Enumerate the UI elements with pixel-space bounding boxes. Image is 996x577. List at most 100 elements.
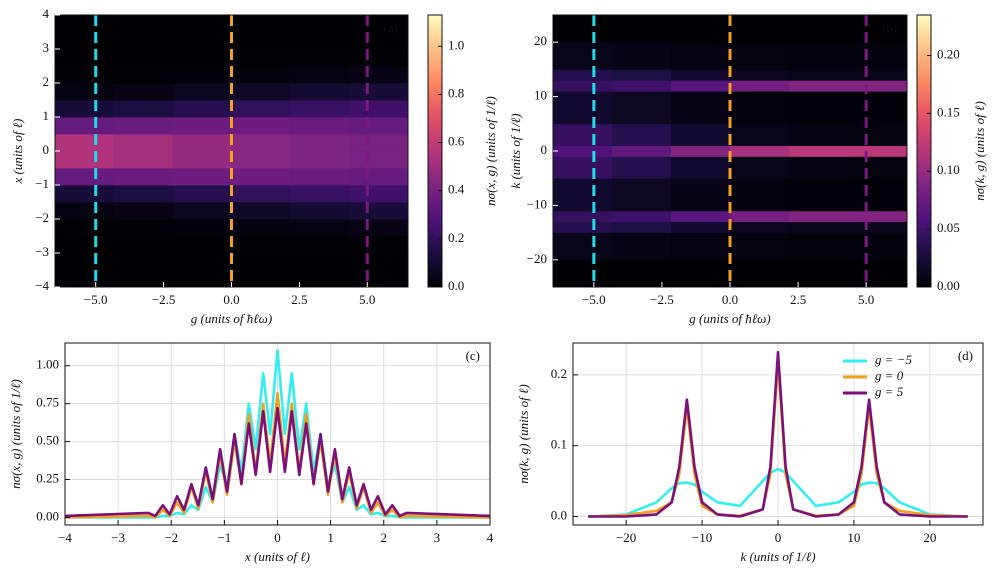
heat-cell [113,151,173,169]
heat-cell [670,69,731,81]
y-tick-label: −1 [35,176,49,191]
heat-cell [612,123,672,146]
heat-cell [349,202,409,220]
x-tick-label: 0.0 [223,292,239,307]
heat-cell [612,145,672,157]
y-tick-label: 20 [534,33,547,48]
heat-cell [290,49,350,67]
heat-cell [612,42,672,70]
colorbar-tick-label: 0.05 [937,220,960,235]
x-tick-label: −2.5 [152,292,176,307]
y-tick-label: 0.1 [551,437,567,452]
heat-cell [612,210,672,223]
heat-cell [349,83,409,101]
y-tick-label: 0.25 [36,470,59,485]
heat-cell [612,80,672,92]
heat-cell [670,80,731,92]
heat-cell [730,259,790,288]
heat-cell [172,134,232,152]
x-tick-label: 0 [775,530,782,545]
legend-label: g = −5 [875,352,913,367]
heat-cell [553,80,613,92]
heat-cell [113,32,173,50]
heat-cell [789,91,849,125]
x-axis-label: g (units of ħℓω) [689,311,770,326]
heat-cell [730,15,790,43]
heat-cell [113,168,173,186]
heat-cell [349,15,409,33]
heat-cell [113,49,173,67]
heat-cell [847,91,908,125]
heat-cell [730,145,790,157]
heat-cell [553,156,613,179]
heat-cell [730,123,790,146]
x-tick-label: 1 [327,530,334,545]
x-tick-label: 20 [923,530,936,545]
colorbar-tick-label: 0.0 [448,278,464,293]
heat-cell [231,66,291,84]
heat-cell [113,66,173,84]
heat-cell [789,145,849,157]
x-tick-label: 0 [274,530,281,545]
heat-cell [847,221,908,233]
panel: −4 −3 −2 −1 0 1 2 3 4 0.00 0.25 0.50 0.75 1.00 x (unit… [8,342,494,564]
colorbar-tick-label: 0.2 [448,230,464,245]
y-tick-label: 3 [43,40,50,55]
x-tick-label: −2 [164,530,178,545]
heat-cell [789,259,849,288]
heat-cell [349,32,409,50]
legend-label: g = 0 [875,368,904,383]
heat-cell [789,156,849,179]
heat-cell [553,145,613,157]
heat-cell [290,66,350,84]
heat-cell [290,83,350,101]
heat-cell [847,156,908,179]
heat-cell [172,15,232,33]
heat-cell [553,69,613,81]
heat-cell [789,210,849,223]
x-tick-label: 2 [381,530,388,545]
heat-cell [55,219,115,237]
heat-cell [113,83,173,101]
heat-cell [553,15,613,43]
heat-cell [349,185,409,203]
heat-cell [553,42,613,70]
heat-cell [730,221,790,233]
x-tick-label: −1 [217,530,231,545]
y-tick-label: 0 [43,142,50,157]
heat-cell [113,219,173,237]
heat-cell [553,232,613,261]
x-tick-label: 5.0 [858,292,874,307]
line [588,350,968,518]
heat-cell [553,221,613,233]
y-tick-label: 4 [43,6,50,21]
heat-cell [789,232,849,261]
line [64,406,491,518]
heat-cell [172,219,232,237]
heat-cell [172,168,232,186]
heat-cell [113,270,173,288]
x-axis-label: x (units of ℓ) [244,549,310,564]
heat-cell [612,178,672,212]
heat-cell [290,32,350,50]
y-axis-label: x (units of ℓ) [10,119,25,185]
heat-cell [55,49,115,67]
heat-cell [231,49,291,67]
colorbar-tick-label: 0.4 [448,182,465,197]
panel-label: (b) [882,20,897,35]
x-tick-label: −5.0 [84,292,108,307]
heat-cell [113,117,173,135]
colorbar-tick-label: 1.0 [448,37,464,52]
heat-cell [172,32,232,50]
heat-cell [789,42,849,70]
heat-cell [730,178,790,212]
x-tick-label: 4 [487,530,494,545]
heat-cell [612,69,672,81]
heat-cell [553,123,613,146]
heat-cell [612,156,672,179]
colorbar-tick-label: 0.8 [448,85,464,100]
heat-cell [172,66,232,84]
heat-cell [55,151,115,169]
